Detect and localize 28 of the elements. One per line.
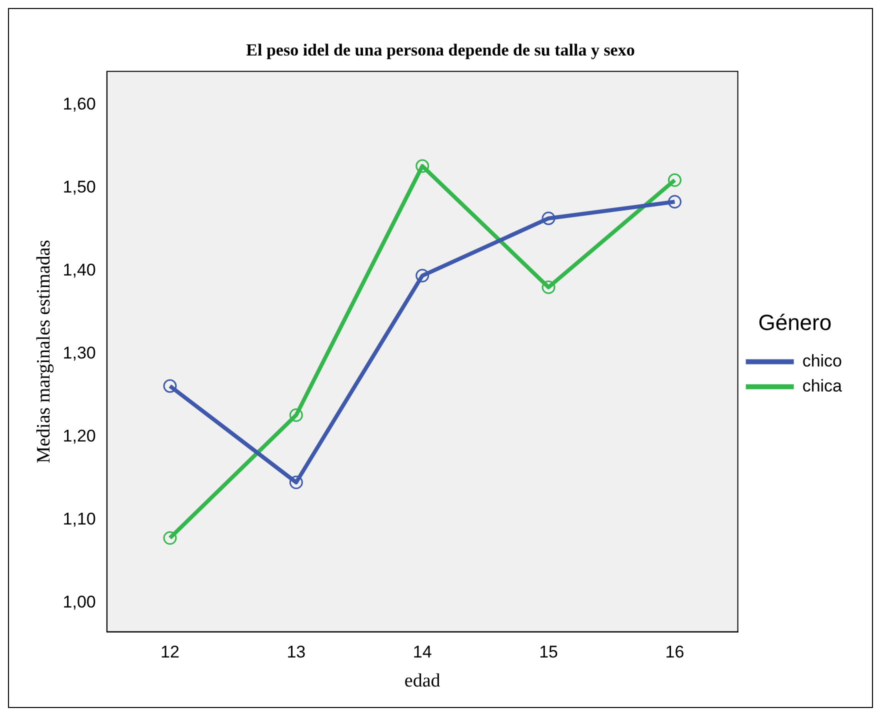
legend-label: chico bbox=[802, 351, 842, 370]
x-tick-label: 13 bbox=[286, 642, 306, 662]
y-tick-label: 1,60 bbox=[62, 94, 96, 114]
point bbox=[416, 159, 430, 173]
point bbox=[289, 408, 303, 422]
y-tick-label: 1,00 bbox=[62, 592, 96, 612]
chart-title: El peso idel de una persona depende de su talla y sexo bbox=[246, 40, 635, 60]
y-tick-label: 1,20 bbox=[62, 426, 96, 446]
point bbox=[668, 173, 682, 187]
point bbox=[542, 212, 556, 226]
point bbox=[163, 531, 177, 545]
legend-label: chica bbox=[802, 376, 843, 396]
legend-title: Género bbox=[758, 310, 832, 335]
point bbox=[668, 194, 682, 208]
y-axis-title: Medias marginales estimadas bbox=[33, 240, 54, 464]
x-tick-label: 12 bbox=[160, 642, 180, 662]
y-tick-label: 1,30 bbox=[62, 343, 96, 362]
point bbox=[163, 379, 177, 393]
x-tick-label: 14 bbox=[412, 642, 432, 662]
y-tick-label: 1,10 bbox=[62, 509, 96, 528]
y-tick-label: 1,50 bbox=[62, 177, 96, 196]
x-axis-title: edad bbox=[404, 670, 441, 692]
x-tick-label: 15 bbox=[539, 642, 558, 662]
y-tick-label: 1,40 bbox=[62, 260, 96, 280]
point bbox=[542, 280, 556, 294]
point bbox=[416, 268, 430, 282]
point bbox=[289, 476, 303, 490]
x-tick-label: 16 bbox=[665, 642, 684, 662]
